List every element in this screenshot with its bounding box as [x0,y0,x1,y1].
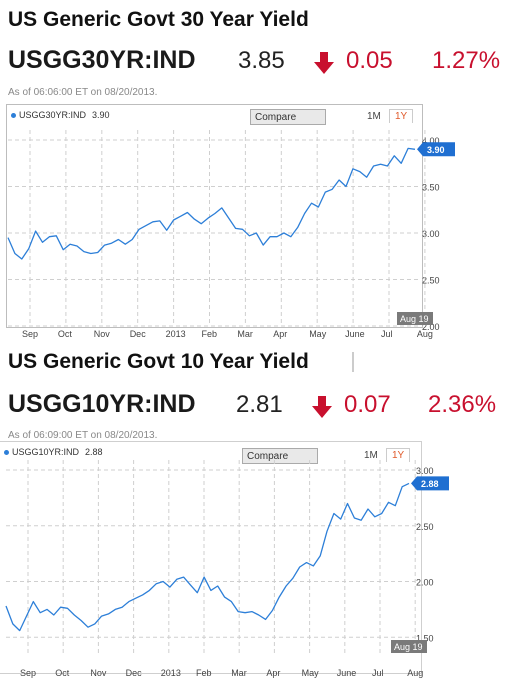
x-tick-label: 2013 [166,329,186,339]
last-price: 2.81 [236,391,283,418]
quote-row: USGG30YR:IND 3.85 0.05 1.27% [8,46,518,80]
x-tick-label: Oct [58,329,73,339]
price-change: 0.07 [344,391,391,418]
legend-dot-icon [11,113,16,119]
x-tick-label: Sep [22,329,38,339]
x-tick-label: Feb [202,329,218,339]
compare-input[interactable]: Compare [250,109,326,125]
legend-value: 3.90 [92,110,110,120]
range-1m-button[interactable]: 1M [367,111,381,122]
x-tick-label: May [302,668,320,678]
range-1y-button[interactable]: 1Y [386,448,411,462]
chart-legend: USGG10YR:IND 2.88 [4,447,103,457]
quote-row: USGG10YR:IND 2.81 0.07 2.36% [8,390,518,424]
x-tick-label: Mar [231,668,247,678]
x-tick-label: Nov [90,668,107,678]
x-tick-label: June [345,329,365,339]
panel-title: US Generic Govt 30 Year Yield [8,8,309,31]
down-arrow-icon [312,396,332,418]
x-tick-label: Apr [266,668,280,678]
x-tick-label: Aug [407,668,423,678]
chart-legend: USGG30YR:IND 3.90 [11,110,110,120]
x-tick-label: Nov [94,329,111,339]
y-tick-label: 2.50 [422,276,440,286]
ticker-symbol[interactable]: USGG30YR:IND [8,46,196,74]
range-1y-button[interactable]: 1Y [389,109,414,123]
range-1m-button[interactable]: 1M [364,450,378,461]
x-tick-label: 2013 [161,668,181,678]
yield-chart-10y: 3.00 2.50 2.00 1.50 Sep Oct Nov Dec 2013 Feb Mar Ap… [5,460,449,678]
y-tick-label: 2.50 [416,522,434,532]
date-badge [391,640,427,653]
as-of-timestamp: As of 06:06:00 ET on 08/20/2013. [8,87,158,98]
x-tick-label: Apr [273,329,287,339]
compare-input[interactable]: Compare [242,448,318,464]
down-arrow-icon [314,52,334,74]
x-tick-label: June [337,668,357,678]
x-tick-label: Jul [381,329,393,339]
y-tick-label: 3.00 [422,229,440,239]
as-of-timestamp: As of 06:09:00 ET on 08/20/2013. [8,430,158,441]
search-input[interactable] [352,352,514,372]
x-tick-label: Sep [20,668,36,678]
series-line [7,147,416,260]
last-price: 3.85 [238,47,285,74]
y-tick-label: 1.50 [416,633,434,643]
last-value-label: 2.88 [421,479,439,489]
price-change-percent: 2.36% [428,391,497,418]
last-value-badge [411,476,449,491]
x-tick-label: Oct [55,668,70,678]
x-tick-label: Dec [126,668,143,678]
x-tick-label: Mar [237,329,253,339]
legend-value: 2.88 [85,447,103,457]
x-tick-label: Dec [130,329,147,339]
legend-dot-icon [4,450,9,456]
yield-chart-30y: 4.00 3.50 3.00 2.50 2.00 Sep Oct Nov Dec 2013 Feb M… [7,130,455,339]
y-tick-label: 2.00 [416,578,434,588]
legend-label: USGG30YR:IND [19,110,87,120]
date-badge-label: Aug 19 [394,642,423,652]
ticker-symbol[interactable]: USGG10YR:IND [8,390,196,418]
price-change-percent: 1.27% [432,47,501,74]
last-value-label: 3.90 [427,145,445,155]
x-tick-label: Feb [196,668,212,678]
y-tick-label: 3.50 [422,183,440,193]
price-change: 0.05 [346,47,393,74]
yield-panel-30y: US Generic Govt 30 Year Yield USGG30YR:I… [0,0,524,340]
chart-frame: USGG10YR:IND 2.88 Compare 1M 1Y [0,441,422,674]
y-tick-label: 4.00 [422,136,440,146]
date-badge-label: Aug 19 [400,314,429,324]
x-tick-label: Aug [417,329,433,339]
panel-title: US Generic Govt 10 Year Yield [8,350,309,373]
legend-label: USGG10YR:IND [12,447,80,457]
date-badge [397,312,433,325]
x-tick-label: May [309,329,327,339]
x-tick-label: Jul [372,668,384,678]
series-line [5,482,410,632]
yield-panel-10y: US Generic Govt 10 Year Yield USGG10YR:I… [0,340,524,683]
y-tick-label: 2.00 [422,322,440,332]
last-value-badge [417,142,455,157]
y-tick-label: 3.00 [416,466,434,476]
